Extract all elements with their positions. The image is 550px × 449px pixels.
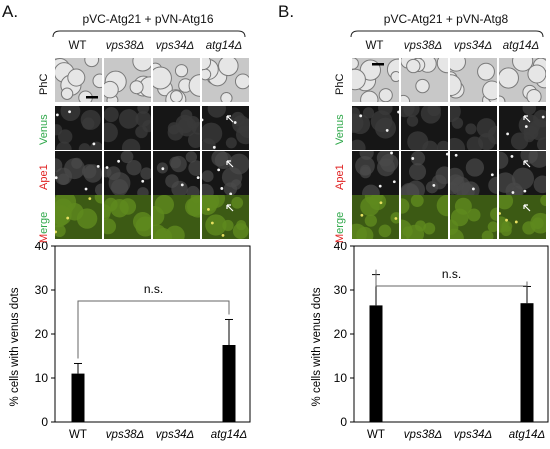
panel-b-y-tick-label: 20: [334, 327, 348, 341]
panel-a-bracket: [52, 30, 246, 38]
panel-a-x-tick-label: vps38Δ: [106, 429, 144, 441]
panel-a-micrograph-phc-2: [104, 58, 151, 102]
panel-b-significance-bracket: [375, 269, 528, 287]
panel-b-x-tick-label: WT: [367, 429, 385, 441]
panel-b-row-merge: Merge: [334, 211, 346, 243]
panel-a-bar: [71, 373, 85, 422]
panel-b-micrograph-phc-1: [352, 58, 399, 102]
panel-a-micrograph-venus-4: [202, 106, 249, 150]
panel-a-micrograph-ape1-1: [55, 151, 102, 195]
panel-b-significance-label: n.s.: [442, 267, 461, 281]
panel-b-row-venus: Venus: [334, 114, 346, 145]
panel-a-x-tick-label: atg14Δ: [211, 429, 248, 441]
panel-b-micrograph-ape1-4: [499, 151, 546, 195]
panel-a-x-tick-label: vps34Δ: [156, 429, 194, 441]
panel-b-letter: B.: [278, 2, 295, 21]
panel-a-y-tick-label: 30: [35, 283, 49, 297]
panel-a-micrograph-merge-1: [55, 195, 102, 239]
panel-b-x-tick-label: vps38Δ: [404, 429, 442, 441]
panel-a-micrograph-ape1-4: [202, 151, 249, 195]
panel-b-y-axis-label: % cells with venus dots: [311, 287, 323, 406]
panel-a-micrograph-venus-3: [153, 106, 200, 150]
panel-b-micrograph-merge-1: [352, 195, 399, 239]
panel-b-bar-chart: % cells with venus dots 0 10 20 30 40 WT vps38…: [311, 242, 549, 441]
panel-b-construct: pVC-Atg21 + pVN-Atg8: [383, 12, 509, 26]
panel-a-significance-bracket: [77, 300, 230, 359]
panel-b-micrograph-merge-2: [401, 195, 448, 239]
panel-b-y-tick-label: 30: [334, 283, 348, 297]
panel-b-micrograph-ape1-3: [450, 151, 497, 195]
panel-b-col-vps34: vps34Δ: [453, 40, 493, 52]
panel-a-y-tick-label: 20: [35, 327, 49, 341]
panel-a-letter: A.: [2, 2, 19, 21]
panel-a-x-tick-label: WT: [69, 429, 87, 441]
panel-b-micrograph-merge-3: [450, 195, 497, 239]
panel-a-y-axis-label: % cells with venus dots: [9, 287, 21, 406]
panel-a-row-ape1: Ape1: [38, 164, 50, 190]
panel-a-bar-chart: % cells with venus dots 0 10 20 30 40 WT vps38…: [9, 242, 251, 441]
panel-a-y-tick-label: 40: [35, 242, 49, 253]
panel-a-y-tick-label: 0: [41, 415, 48, 429]
panel-a-micrograph-merge-3: [153, 195, 200, 239]
panel-b-micrograph-phc-2: [401, 58, 448, 102]
panel-b-row-ape1: Ape1: [334, 164, 346, 190]
panel-a-significance-label: n.s.: [144, 282, 163, 296]
panel-b-bar: [369, 305, 383, 422]
panel-a-row-venus: Venus: [38, 114, 50, 145]
panel-a-row-phc: PhC: [38, 73, 50, 95]
panel-a-micrograph-venus-2: [104, 106, 151, 150]
panel-a-micrograph-phc-1: [55, 58, 102, 102]
panel-a-col-wt: WT: [68, 40, 87, 52]
panel-b-y-tick-label: 10: [334, 371, 348, 385]
panel-b-micrograph-ape1-1: [352, 151, 399, 195]
panel-a-col-vps38: vps38Δ: [105, 40, 145, 52]
panel-b-col-vps38: vps38Δ: [403, 40, 443, 52]
panel-a-col-vps34: vps34Δ: [155, 40, 195, 52]
panel-b-micrograph-phc-3: [450, 58, 497, 102]
panel-b-micrograph-venus-2: [401, 106, 448, 150]
panel-b-micrograph-merge-4: [499, 195, 546, 239]
panel-a-y-tick-label: 10: [35, 371, 49, 385]
panel-a-bar: [222, 345, 236, 422]
panel-b-y-tick-label: 0: [340, 415, 347, 429]
panel-b-micrograph-phc-4: [499, 58, 546, 102]
panel-b-x-tick-label: atg14Δ: [509, 429, 546, 441]
panel-a-construct: pVC-Atg21 + pVN-Atg16: [82, 12, 214, 26]
panel-a-micrograph-phc-4: [202, 58, 249, 102]
panel-b-x-tick-label: vps34Δ: [454, 429, 492, 441]
panel-a-micrograph-phc-3: [153, 58, 200, 102]
panel-a-micrograph-ape1-3: [153, 151, 200, 195]
panel-b-col-atg14: atg14Δ: [502, 40, 540, 52]
panel-b-micrograph-venus-3: [450, 106, 497, 150]
panel-b-bracket: [350, 30, 544, 38]
panel-b-micrograph-venus-4: [499, 106, 546, 150]
panel-a-micrograph-merge-2: [104, 195, 151, 239]
panel-a-col-atg14: atg14Δ: [205, 40, 243, 52]
panel-b-micrograph-venus-1: [352, 106, 399, 150]
panel-b-y-tick-label: 40: [334, 242, 348, 253]
panel-a-micrograph-ape1-2: [104, 151, 151, 195]
panel-b-col-wt: WT: [365, 40, 384, 52]
panel-a-row-merge: Merge: [38, 211, 50, 243]
panel-a-micrograph-merge-4: [202, 195, 249, 239]
panel-b-micrograph-ape1-2: [401, 151, 448, 195]
panel-b-row-phc: PhC: [334, 73, 346, 95]
panel-a-micrograph-venus-1: [55, 106, 102, 150]
panel-b-bar: [520, 303, 534, 422]
